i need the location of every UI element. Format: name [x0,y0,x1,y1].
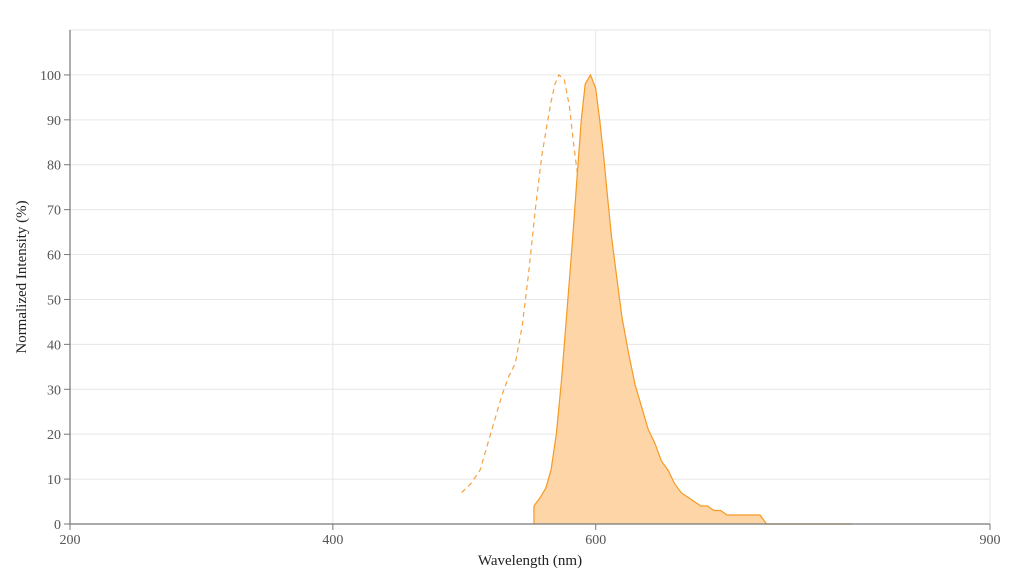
axes: 0 10 20 30 40 50 60 70 80 90 100 200 400 600 900 [40,30,1001,548]
y-tick-label: 100 [40,69,61,84]
y-tick-label: 10 [47,473,61,488]
excitation-line [461,73,657,525]
y-tick-label: 60 [47,249,61,264]
y-tick-label: 70 [47,204,61,219]
y-tick-label: 80 [47,159,61,174]
grid [69,29,991,525]
y-tick-label: 50 [47,293,61,308]
y-tick-label: 90 [47,114,61,129]
x-tick-label: 600 [585,533,606,548]
x-tick-label: 900 [980,533,1001,548]
plot-frame [69,29,991,525]
y-tick-label: 0 [54,518,61,533]
emission-area [533,74,852,525]
y-tick-label: 20 [47,428,61,443]
y-tick-label: 40 [47,338,61,353]
y-axis-title: Normalized Intensity (%) [14,200,30,353]
x-tick-label: 200 [60,533,81,548]
y-tick-label: 30 [47,383,61,398]
x-axis-title: Wavelength (nm) [478,553,582,569]
x-tick-label: 400 [322,533,343,548]
